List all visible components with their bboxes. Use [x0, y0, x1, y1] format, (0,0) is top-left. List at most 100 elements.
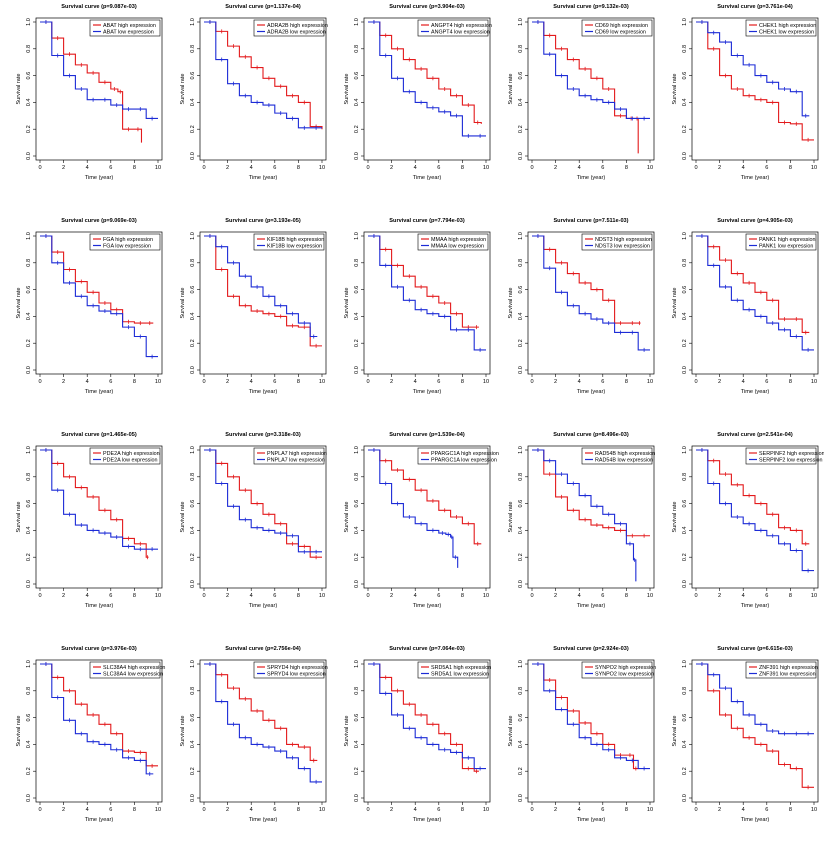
y-tick-label: 0.0	[518, 794, 524, 802]
y-tick-label: 0.2	[354, 125, 360, 133]
legend-box	[581, 233, 653, 251]
legend-label: PNPLA7 low expression	[267, 458, 325, 464]
x-tick-label: 0	[202, 165, 205, 171]
survival-plot-angpt4: Survival curve (p=3.904e-03) 0.0 0.2 0.4 0.6…	[330, 4, 492, 210]
x-axis-label: Time (year)	[413, 389, 442, 395]
legend-box	[745, 233, 817, 251]
y-axis-label: Survival rate	[672, 73, 678, 104]
survival-plot-chek1: Survival curve (p=3.761e-04) 0.0 0.2 0.4 0.6…	[658, 4, 819, 210]
legend-label: ADRA2B low expression	[267, 30, 326, 36]
x-tick-label: 2	[390, 165, 393, 171]
plot-svg: 0.0 0.2 0.4 0.6 0.8 1.0 0 2 4 6 8 10 Time (year) Surv…	[672, 659, 819, 823]
x-tick-label: 8	[789, 165, 792, 171]
legend-label: ADRA2B high expression	[267, 23, 328, 29]
plot-svg: 0.0 0.2 0.4 0.6 0.8 1.0 0 2 4 6 8 10 Time (year) Surv…	[672, 231, 819, 395]
y-tick-label: 1.0	[518, 232, 524, 240]
x-axis-label: Time (year)	[85, 817, 114, 823]
chart-title: Survival curve (p=3.761e-04)	[717, 4, 793, 10]
y-tick-label: 1.0	[518, 446, 524, 454]
x-tick-label: 0	[366, 165, 369, 171]
x-tick-label: 10	[483, 379, 489, 385]
x-tick-label: 10	[319, 165, 325, 171]
survival-plot-slc38a4: Survival curve (p=3.976e-03) 0.0 0.2 0.4 0.6…	[2, 646, 165, 852]
x-tick-label: 4	[86, 593, 89, 599]
chart-title: Survival curve (p=8.496e-03)	[553, 432, 629, 438]
y-tick-label: 0.6	[354, 500, 360, 508]
x-tick-label: 2	[226, 807, 229, 813]
x-tick-label: 10	[483, 593, 489, 599]
legend-label: ABAT high expression	[103, 23, 156, 29]
x-axis-label: Time (year)	[85, 389, 114, 395]
x-tick-label: 8	[789, 593, 792, 599]
x-tick-label: 8	[133, 165, 136, 171]
y-tick-label: 0.6	[518, 286, 524, 294]
x-tick-label: 2	[390, 593, 393, 599]
y-tick-label: 0.6	[354, 714, 360, 722]
plot-svg: 0.0 0.2 0.4 0.6 0.8 1.0 0 2 4 6 8 10 Time (year) Surv…	[16, 445, 163, 609]
y-tick-label: 0.4	[26, 527, 32, 535]
x-tick-label: 0	[202, 593, 205, 599]
legend-label: SERPINF2 high expression	[759, 451, 824, 457]
plot-frame	[691, 445, 819, 589]
x-tick-label: 8	[625, 593, 628, 599]
x-tick-label: 2	[554, 807, 557, 813]
y-tick-label: 0.2	[26, 125, 32, 133]
legend-box	[253, 233, 325, 251]
x-tick-label: 6	[109, 165, 112, 171]
x-tick-label: 10	[811, 379, 817, 385]
x-tick-label: 6	[437, 379, 440, 385]
y-axis-label: Survival rate	[344, 73, 350, 104]
y-tick-label: 0.6	[26, 286, 32, 294]
y-tick-label: 0.8	[682, 473, 688, 481]
x-tick-label: 4	[414, 165, 417, 171]
y-tick-label: 1.0	[190, 660, 196, 668]
plot-svg: 0.0 0.2 0.4 0.6 0.8 1.0 0 2 4 6 8 10 Time (year) Surv…	[180, 17, 328, 181]
legend-label: MMAA low expression	[431, 244, 484, 250]
x-tick-label: 6	[109, 593, 112, 599]
plot-frame	[363, 231, 491, 375]
x-tick-label: 0	[38, 165, 41, 171]
y-tick-label: 0.4	[682, 99, 688, 107]
x-tick-label: 6	[273, 165, 276, 171]
low-expression-curve	[40, 449, 158, 550]
y-tick-label: 0.4	[682, 313, 688, 321]
legend-label: KIF18B low expression	[267, 244, 322, 250]
plot-frame	[199, 445, 327, 589]
y-tick-label: 0.8	[518, 259, 524, 267]
y-tick-label: 1.0	[354, 446, 360, 454]
legend-box	[745, 661, 817, 679]
plot-svg: 0.0 0.2 0.4 0.6 0.8 1.0 0 2 4 6 8 10 Time (year) Surv…	[344, 17, 492, 181]
chart-title: Survival curve (p=9.087e-03)	[61, 4, 137, 10]
low-expression-curve	[40, 235, 158, 358]
x-tick-label: 10	[155, 593, 161, 599]
plot-svg: 0.0 0.2 0.4 0.6 0.8 1.0 0 2 4 6 8 10 Time (year) Surv…	[16, 231, 163, 395]
plot-frame	[527, 231, 655, 375]
x-axis-label: Time (year)	[577, 175, 606, 181]
y-tick-label: 0.4	[354, 527, 360, 535]
plot-frame	[35, 445, 163, 589]
legend-label: SYNPO2 high expression	[595, 665, 656, 671]
low-expression-curve	[204, 235, 318, 338]
x-tick-label: 0	[530, 165, 533, 171]
chart-title: Survival curve (p=9.069e-03)	[61, 218, 137, 224]
survival-plot-rad54b: Survival curve (p=8.496e-03) 0.0 0.2 0.4 0.6…	[494, 432, 655, 638]
y-tick-label: 0.6	[26, 72, 32, 80]
y-axis-label: Survival rate	[672, 715, 678, 746]
survival-plot-ppargc1a: Survival curve (p=1.539e-04) 0.0 0.2 0.4 0.6…	[330, 432, 499, 638]
x-tick-label: 4	[742, 807, 745, 813]
x-axis-label: Time (year)	[249, 603, 278, 609]
x-tick-label: 6	[109, 379, 112, 385]
x-tick-label: 2	[554, 165, 557, 171]
survival-plot-pank1: Survival curve (p=4.905e-03) 0.0 0.2 0.4 0.6…	[658, 218, 819, 424]
high-expression-curve	[368, 235, 479, 328]
survival-plot-znf391: Survival curve (p=6.615e-03) 0.0 0.2 0.4 0.6…	[658, 646, 819, 852]
y-tick-label: 0.4	[682, 527, 688, 535]
y-axis-label: Survival rate	[16, 73, 22, 104]
x-tick-label: 4	[578, 807, 581, 813]
y-tick-label: 1.0	[682, 660, 688, 668]
x-tick-label: 6	[765, 593, 768, 599]
y-tick-label: 0.8	[190, 259, 196, 267]
y-tick-label: 0.4	[354, 741, 360, 749]
legend-label: PPARGC1A high expression	[431, 451, 499, 457]
y-tick-label: 1.0	[682, 232, 688, 240]
